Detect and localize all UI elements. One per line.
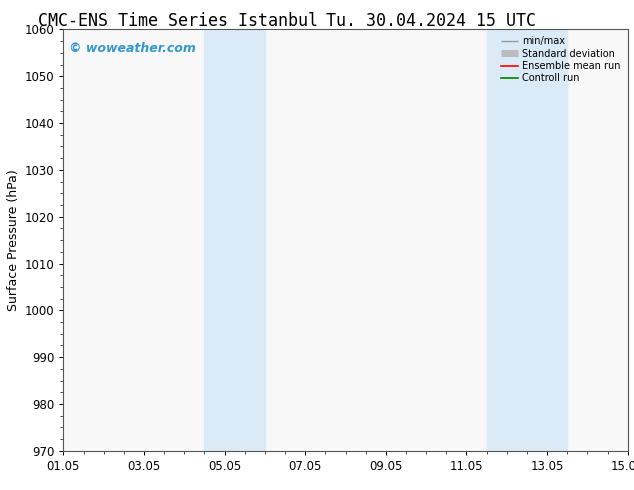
Bar: [487, 29, 567, 451]
Text: CMC-ENS Time Series Istanbul: CMC-ENS Time Series Istanbul: [37, 12, 318, 30]
Legend: min/max, Standard deviation, Ensemble mean run, Controll run: min/max, Standard deviation, Ensemble me…: [499, 34, 623, 85]
Y-axis label: Surface Pressure (hPa): Surface Pressure (hPa): [8, 169, 20, 311]
Bar: [204, 29, 265, 451]
Text: Tu. 30.04.2024 15 UTC: Tu. 30.04.2024 15 UTC: [326, 12, 536, 30]
Text: © woweather.com: © woweather.com: [69, 42, 196, 55]
